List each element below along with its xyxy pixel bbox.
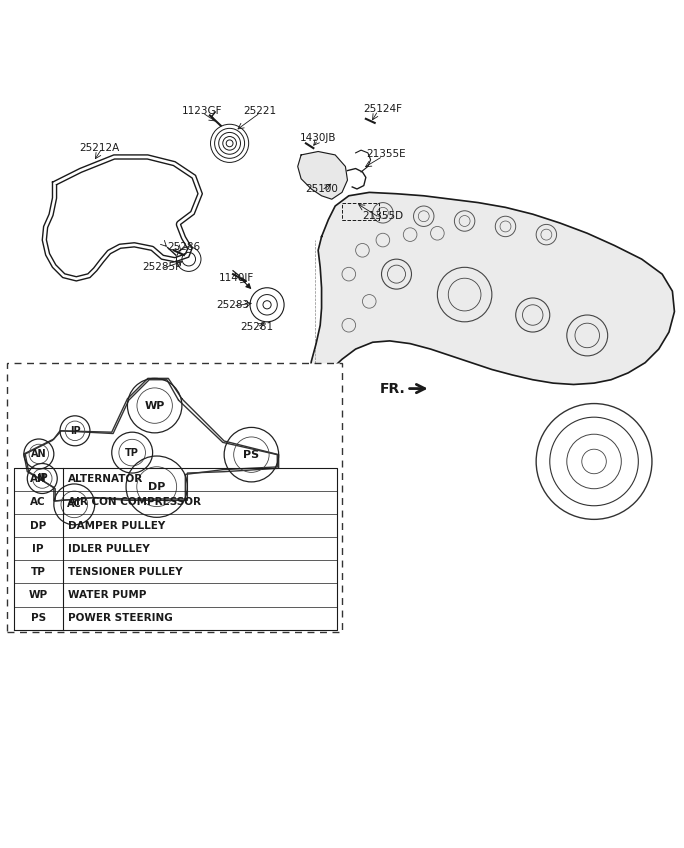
Text: IP: IP [70, 426, 80, 436]
Text: 25281: 25281 [240, 321, 274, 332]
Text: 25283: 25283 [216, 300, 250, 310]
Text: PS: PS [31, 613, 46, 623]
Text: AN: AN [31, 449, 47, 459]
Text: AN: AN [30, 474, 47, 484]
Text: POWER STEERING: POWER STEERING [68, 613, 173, 623]
Text: TP: TP [125, 448, 139, 458]
FancyBboxPatch shape [7, 363, 342, 632]
Polygon shape [298, 152, 347, 199]
Text: AIR CON COMPRESSOR: AIR CON COMPRESSOR [68, 497, 201, 507]
Text: AC: AC [67, 499, 81, 510]
Text: 25221: 25221 [244, 106, 277, 115]
Text: IDLER PULLEY: IDLER PULLEY [68, 544, 150, 554]
Text: 25286: 25286 [168, 242, 200, 252]
Text: DP: DP [148, 482, 166, 492]
Text: 21355E: 21355E [367, 149, 406, 159]
Text: 25124F: 25124F [363, 104, 402, 114]
Text: WATER PUMP: WATER PUMP [68, 590, 146, 600]
Text: IP: IP [32, 544, 44, 554]
Text: TENSIONER PULLEY: TENSIONER PULLEY [68, 566, 183, 577]
Text: PS: PS [244, 449, 259, 460]
Text: 25100: 25100 [305, 184, 338, 194]
Text: ALTERNATOR: ALTERNATOR [68, 474, 144, 484]
Text: WP: WP [29, 590, 48, 600]
Text: IP: IP [37, 473, 48, 483]
Text: WP: WP [144, 400, 165, 410]
Text: TP: TP [31, 566, 46, 577]
Text: 1123GF: 1123GF [182, 106, 222, 115]
Text: 25285P: 25285P [142, 262, 181, 272]
Text: 25212A: 25212A [80, 143, 120, 153]
Text: 1140JF: 1140JF [219, 272, 254, 282]
Polygon shape [301, 192, 674, 505]
Text: DP: DP [30, 521, 47, 531]
Text: 1430JB: 1430JB [300, 133, 337, 142]
Text: 21355D: 21355D [363, 211, 404, 221]
Text: DAMPER PULLEY: DAMPER PULLEY [68, 521, 166, 531]
Text: FR.: FR. [380, 382, 405, 395]
Text: AC: AC [30, 497, 46, 507]
